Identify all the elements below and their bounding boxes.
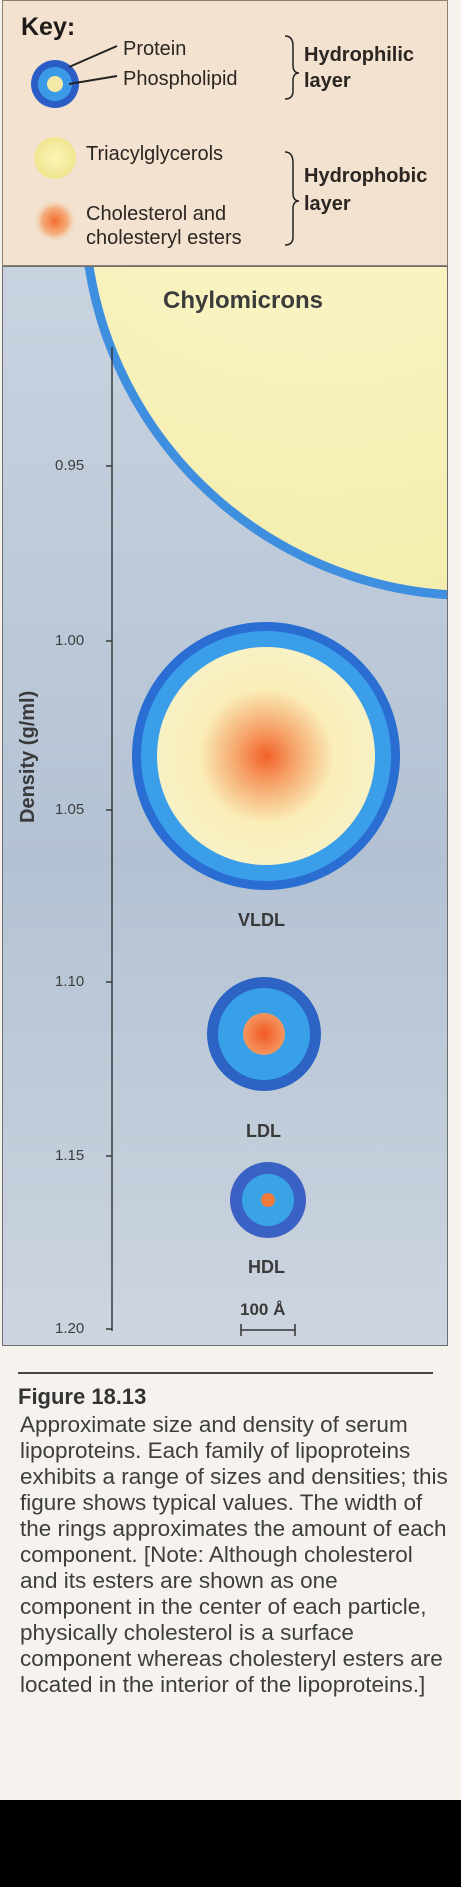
tick-label-1-00: 1.00 xyxy=(55,632,85,649)
chylomicron-particle xyxy=(84,267,447,600)
figure-page: Key: Protein Phospholipid xyxy=(0,0,461,1800)
ldl-label: LDL xyxy=(246,1121,281,1141)
phospholipid-pointer xyxy=(68,75,118,85)
scale-bar xyxy=(240,1324,296,1336)
tick-label-0-95: 0.95 xyxy=(55,457,85,474)
figure-title: Figure 18.13 xyxy=(18,1384,147,1409)
cholesterol-symbol xyxy=(33,199,77,243)
density-axis-label: Density (g/ml) xyxy=(17,690,39,823)
hydrophobic-label-line1: Hydrophobic xyxy=(304,165,428,187)
key-protein-label: Protein xyxy=(123,38,187,60)
lipoprotein-plot: Chylomicrons 0.95 1.00 1.05 1.10 1.15 1.… xyxy=(2,266,448,1346)
axis-tick-marks xyxy=(106,465,112,1330)
vldl-particle xyxy=(132,622,400,890)
protein-pointer xyxy=(68,45,118,68)
hydrophilic-label-line1: Hydrophilic xyxy=(304,44,415,66)
tick-label-1-05: 1.05 xyxy=(55,801,85,818)
tick-label-1-10: 1.10 xyxy=(55,973,85,990)
plot-graphics xyxy=(84,267,447,1336)
hydrophilic-label-line2: layer xyxy=(304,70,351,92)
key-triacylglycerols-label: Triacylglycerols xyxy=(86,143,224,165)
hydrophilic-brace xyxy=(284,35,300,100)
hydrophobic-label-line2: layer xyxy=(304,193,351,215)
vldl-label: VLDL xyxy=(238,910,285,930)
hdl-particle xyxy=(230,1162,306,1238)
key-cholesterol-label-line2: cholesteryl esters xyxy=(86,227,242,249)
triacylglycerol-symbol xyxy=(34,137,76,179)
tick-label-1-20: 1.20 xyxy=(55,1320,85,1337)
chylomicrons-label: Chylomicrons xyxy=(163,287,324,314)
key-phospholipid-label: Phospholipid xyxy=(123,68,238,90)
key-cholesterol-label-line1: Cholesterol and xyxy=(86,203,227,225)
ldl-particle xyxy=(207,977,321,1091)
key-panel: Key: Protein Phospholipid xyxy=(2,0,448,266)
scale-bar-label: 100 Å xyxy=(240,1300,286,1319)
caption-rule xyxy=(18,1372,433,1374)
tick-label-1-15: 1.15 xyxy=(55,1147,85,1164)
hdl-label: HDL xyxy=(248,1257,285,1277)
key-graphics xyxy=(31,35,300,246)
hydrophobic-brace xyxy=(284,151,300,246)
protein-phospholipid-symbol xyxy=(31,60,79,108)
key-title: Key: xyxy=(21,13,76,41)
figure-caption: Approximate size and density of serum li… xyxy=(20,1412,448,1697)
